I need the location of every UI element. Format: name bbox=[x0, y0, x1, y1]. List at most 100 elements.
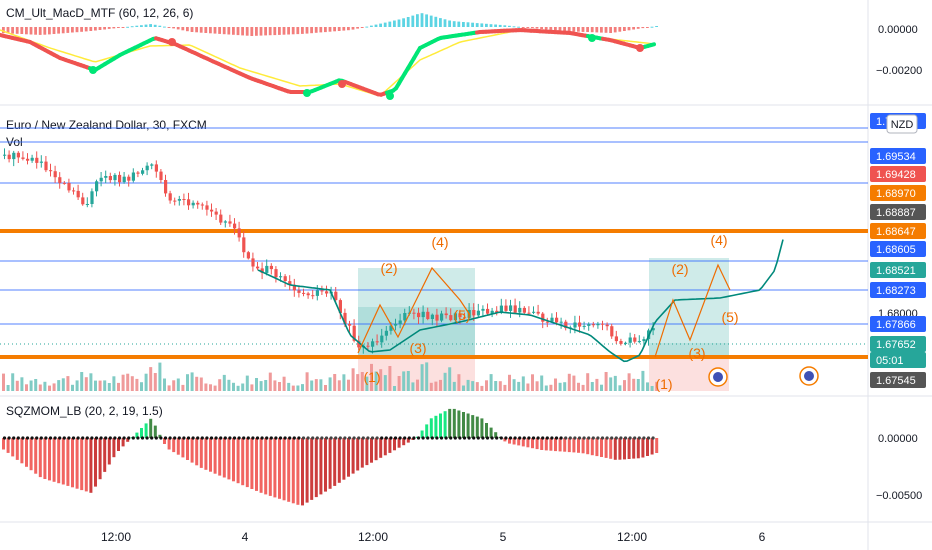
macd-histogram-bar bbox=[471, 22, 474, 27]
squeeze-dot bbox=[416, 436, 421, 440]
candle-body bbox=[430, 314, 434, 319]
momentum-bar bbox=[61, 438, 65, 485]
volume-bar bbox=[209, 384, 212, 391]
volume-bar bbox=[333, 374, 337, 391]
time-axis-label: 12:00 bbox=[358, 530, 388, 544]
momentum-bar bbox=[268, 438, 272, 496]
candle-body bbox=[522, 307, 526, 313]
squeeze-dot bbox=[81, 436, 85, 440]
squeeze-dot bbox=[444, 436, 448, 440]
squeeze-dot bbox=[113, 436, 117, 440]
volume-bar bbox=[420, 364, 424, 391]
squeeze-dot bbox=[315, 436, 319, 440]
volume-bar bbox=[227, 379, 231, 391]
momentum-bar bbox=[448, 408, 452, 438]
momentum-bar bbox=[245, 438, 249, 488]
macd-histogram-bar bbox=[600, 27, 603, 33]
macd-histogram-bar bbox=[397, 19, 401, 27]
volume-bar bbox=[521, 376, 525, 391]
squeeze-dot bbox=[48, 436, 53, 440]
volume-bar bbox=[365, 376, 369, 391]
macd-histogram-bar bbox=[475, 23, 479, 27]
candle-body bbox=[384, 330, 388, 336]
candle-body bbox=[99, 177, 103, 182]
volume-bar bbox=[29, 380, 33, 391]
momentum-bar bbox=[11, 438, 15, 457]
momentum-bar bbox=[84, 438, 88, 492]
squeeze-dot bbox=[122, 436, 126, 440]
macd-histogram-bar bbox=[489, 24, 493, 27]
momentum-bar bbox=[439, 413, 442, 438]
momentum-bar bbox=[287, 438, 291, 502]
candle-body bbox=[545, 321, 549, 323]
momentum-bar bbox=[397, 438, 401, 448]
volume-bar bbox=[632, 378, 636, 391]
candle-body bbox=[472, 310, 476, 316]
macd-histogram-bar bbox=[25, 27, 28, 35]
candle-body bbox=[499, 305, 503, 313]
momentum-bar bbox=[190, 438, 194, 463]
squeeze-dot bbox=[94, 436, 99, 440]
macd-histogram-bar bbox=[186, 27, 189, 32]
macd-cross-dot bbox=[168, 38, 176, 46]
volume-bar bbox=[379, 369, 383, 391]
macd-histogram-bar bbox=[144, 24, 148, 27]
momentum-bar bbox=[117, 438, 120, 451]
volume-bar bbox=[130, 376, 134, 391]
macd-histogram-bar bbox=[328, 27, 332, 32]
candle-body bbox=[145, 165, 149, 171]
squeeze-dot bbox=[352, 436, 356, 440]
macd-histogram-bar bbox=[429, 15, 433, 27]
economic-event-icon bbox=[713, 372, 723, 382]
candle-body bbox=[108, 176, 112, 181]
macd-histogram-bar bbox=[103, 27, 106, 30]
macd-histogram-bar bbox=[448, 20, 451, 27]
momentum-bar bbox=[406, 438, 410, 443]
momentum-bar bbox=[393, 438, 396, 451]
momentum-bar bbox=[360, 438, 364, 468]
macd-histogram-bar bbox=[618, 27, 622, 32]
macd-histogram-bar bbox=[416, 14, 419, 27]
squeeze-dot bbox=[246, 436, 250, 440]
candle-body bbox=[338, 300, 342, 313]
volume-bar bbox=[429, 382, 433, 391]
candle-body bbox=[412, 312, 416, 314]
volume-bar bbox=[172, 380, 176, 391]
squeeze-dot bbox=[255, 436, 260, 440]
macd-cross-dot bbox=[588, 34, 596, 42]
candle-body bbox=[343, 312, 347, 324]
volume-bar bbox=[388, 366, 392, 391]
candle-body bbox=[159, 171, 163, 180]
macd-histogram-bar bbox=[383, 22, 387, 27]
macd-histogram-bar bbox=[365, 26, 369, 28]
candle-body bbox=[642, 339, 646, 342]
macd-histogram-bar bbox=[434, 16, 438, 27]
squeeze-dot bbox=[104, 436, 108, 440]
candle-body bbox=[200, 204, 204, 206]
candle-body bbox=[279, 276, 283, 278]
candle-body bbox=[58, 177, 62, 183]
volume-bar bbox=[319, 379, 323, 391]
momentum-bar bbox=[153, 425, 157, 438]
squeeze-dot bbox=[242, 436, 246, 440]
momentum-bar bbox=[370, 438, 373, 463]
macd-histogram-bar bbox=[641, 27, 645, 29]
volume-bar bbox=[508, 374, 511, 391]
momentum-bar bbox=[503, 438, 507, 442]
time-axis-label: 12:00 bbox=[617, 530, 647, 544]
price-title: Euro / New Zealand Dollar, 30, FXCM bbox=[6, 118, 207, 132]
candle-body bbox=[550, 317, 554, 322]
volume-bar bbox=[558, 382, 562, 391]
candle-body bbox=[67, 183, 71, 191]
volume-bar bbox=[452, 381, 456, 391]
squeeze-dot bbox=[619, 436, 623, 440]
squeeze-dot bbox=[228, 436, 232, 440]
candle-body bbox=[573, 322, 577, 328]
candle-body bbox=[495, 310, 499, 313]
momentum-bar bbox=[388, 438, 392, 453]
momentum-bar bbox=[80, 438, 84, 491]
price-badge-label: 1.68605 bbox=[876, 244, 916, 256]
squeeze-dot bbox=[62, 436, 66, 440]
macd-histogram-bar bbox=[199, 27, 203, 33]
